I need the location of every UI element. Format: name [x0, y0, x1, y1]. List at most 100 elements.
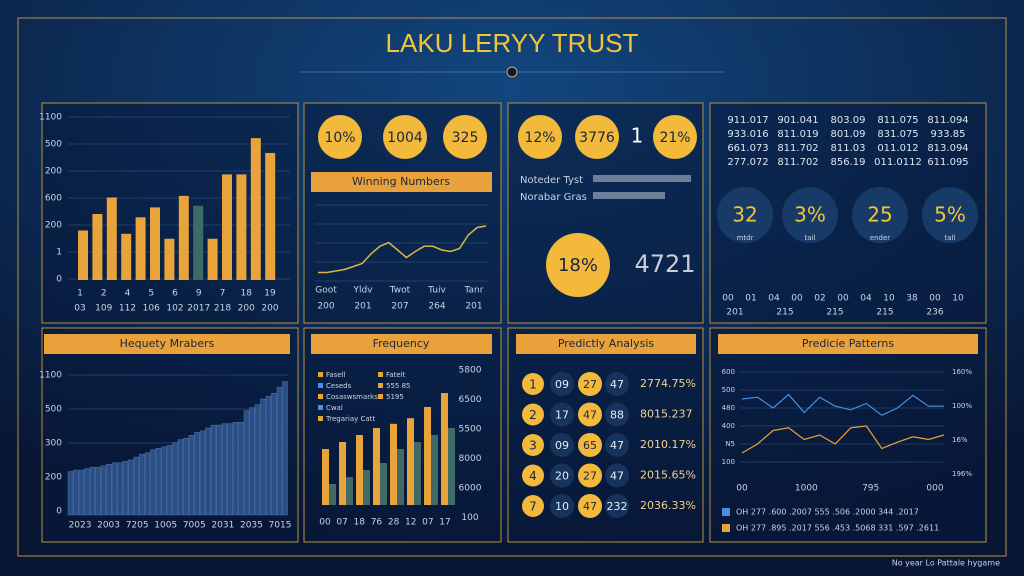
bar — [397, 449, 404, 505]
x-label: 28 — [388, 518, 400, 528]
bar — [322, 449, 329, 505]
bar — [265, 152, 276, 280]
badge-text: 47 — [583, 409, 597, 422]
grid-cell: 661.073 — [727, 143, 768, 154]
badge — [578, 433, 602, 457]
y-label: 500 — [722, 386, 735, 394]
bar — [193, 205, 204, 280]
x-label: 109 — [95, 304, 112, 314]
badge — [383, 115, 427, 159]
badge — [575, 115, 619, 159]
x-label: 07 — [336, 518, 347, 528]
bar — [164, 238, 175, 280]
row-value: 2015.65% — [640, 469, 696, 482]
x-label: 00 — [837, 294, 849, 304]
grid-cell: 611.095 — [927, 157, 968, 168]
bar — [106, 197, 117, 280]
badge-text: 09 — [555, 439, 569, 452]
bar — [111, 462, 118, 516]
x-label: 04 — [860, 294, 872, 304]
x-label: 200 — [261, 304, 278, 314]
y-label: 0 — [56, 507, 62, 517]
bar — [178, 195, 189, 280]
bar — [199, 430, 206, 516]
grid-cell: 813.094 — [927, 143, 968, 154]
bar — [78, 230, 88, 280]
bar — [390, 423, 397, 505]
badge — [550, 463, 574, 488]
y2-label: 16% — [952, 436, 968, 444]
legend-text: Ceseds — [326, 382, 352, 390]
badge-text: 25 — [867, 203, 892, 227]
bar — [133, 456, 140, 516]
bar — [243, 410, 250, 516]
badge — [522, 434, 544, 456]
legend-swatch — [378, 383, 383, 388]
bar — [356, 435, 363, 505]
badge-text: 17 — [555, 409, 569, 422]
grid-cell: 011.0112 — [874, 157, 922, 168]
y-label: 1100 — [39, 113, 62, 123]
x-label: 00 — [929, 294, 941, 304]
legend-swatch — [318, 394, 323, 399]
bar — [271, 393, 277, 516]
bar — [414, 442, 421, 505]
x-label: 07 — [422, 518, 433, 528]
bar — [593, 192, 665, 199]
badge-text: 12% — [524, 130, 555, 146]
bar — [448, 428, 455, 505]
grid-cell: 911.017 — [727, 115, 768, 126]
grid-cell: 803.09 — [831, 115, 866, 126]
x-label: 1 — [77, 289, 83, 299]
badge-text: 47 — [610, 439, 624, 452]
x-label: Tanr — [464, 286, 484, 296]
bar — [373, 428, 380, 505]
x-label: 200 — [238, 304, 255, 314]
legend-swatch — [378, 394, 383, 399]
x-label: 02 — [814, 294, 825, 304]
y-label: 400 — [722, 422, 735, 430]
bar — [139, 453, 145, 516]
x-label: 18 — [354, 518, 366, 528]
grid-cell: 811.702 — [777, 143, 818, 154]
separator: 1 — [631, 124, 644, 148]
badge-text: 4 — [529, 469, 537, 483]
bar — [194, 432, 200, 516]
bar — [207, 238, 218, 280]
divider-dot — [506, 66, 518, 78]
y-label: 200 — [45, 221, 62, 231]
legend-swatch — [722, 508, 730, 516]
badge-text: 32 — [732, 203, 757, 227]
x-label: 215 — [776, 308, 793, 318]
x-label: 6 — [172, 289, 178, 299]
heading-bar — [311, 172, 492, 192]
x-label: 76 — [371, 518, 383, 528]
y-label: 480 — [722, 404, 735, 412]
bar — [67, 471, 74, 516]
x-label: 04 — [768, 294, 780, 304]
badge-label: tail — [805, 234, 816, 242]
bar — [150, 449, 156, 516]
bar — [84, 468, 90, 516]
grid-cell: 277.072 — [727, 157, 768, 168]
badge — [578, 372, 602, 396]
bar — [329, 484, 336, 505]
legend-swatch — [722, 524, 730, 532]
legend-text: Tregariay Catt — [325, 415, 375, 423]
y-label: 200 — [45, 473, 62, 483]
badge-text: 10 — [555, 500, 569, 513]
x-label: 000 — [926, 484, 943, 494]
x-label: 236 — [926, 308, 943, 318]
y-label: 500 — [45, 405, 62, 415]
heading-bar — [516, 334, 696, 354]
badge-text: 09 — [555, 378, 569, 391]
grid-cell: 811.094 — [927, 115, 968, 126]
legend-text: Fasell — [326, 371, 346, 379]
bar — [78, 469, 85, 516]
frame — [17, 17, 1007, 557]
x-label: Twot — [389, 286, 411, 296]
row-label: Noteder Tyst — [520, 175, 583, 186]
x-label: 19 — [264, 289, 276, 299]
y-label: 600 — [45, 194, 62, 204]
badge — [782, 187, 838, 243]
